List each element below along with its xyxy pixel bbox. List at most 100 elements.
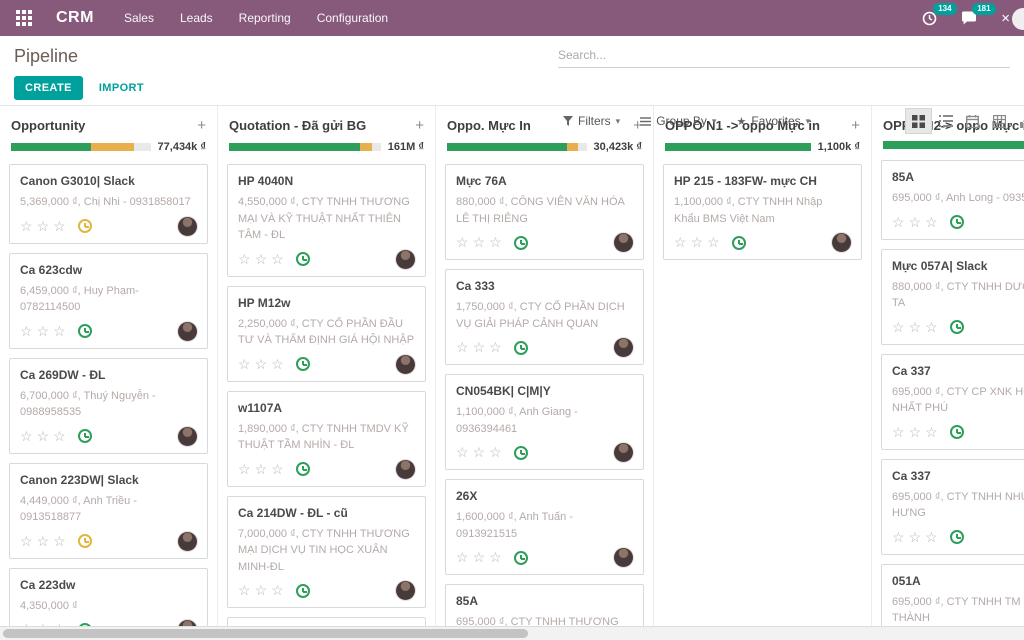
progress-green-segment[interactable] (665, 143, 811, 151)
avatar[interactable] (832, 233, 851, 252)
column-progressbar[interactable] (447, 143, 587, 151)
star-icon[interactable]: ☆ (925, 213, 942, 230)
progress-green-segment[interactable] (229, 143, 360, 151)
avatar[interactable] (178, 321, 197, 341)
avatar[interactable] (614, 338, 633, 357)
priority-stars[interactable]: ☆☆☆ (892, 319, 942, 336)
search-input[interactable] (558, 48, 1010, 62)
star-icon[interactable]: ☆ (925, 318, 942, 335)
activity-clock-icon[interactable] (949, 530, 964, 544)
priority-stars[interactable]: ☆☆☆ (892, 424, 942, 441)
avatar[interactable] (614, 443, 633, 462)
favorites-dropdown[interactable]: ★ Favorites ▾ (736, 114, 810, 128)
avatar[interactable] (178, 531, 197, 551)
add-record-plus-icon[interactable]: + (633, 117, 642, 134)
priority-stars[interactable]: ☆☆☆ (456, 444, 506, 461)
star-icon[interactable]: ☆ (892, 423, 909, 440)
activity-clock-icon[interactable] (513, 445, 528, 460)
opportunity-card[interactable]: HP M12w 2,250,000 ₫, CTY CỔ PHẦN ĐẦU TƯ … (227, 285, 426, 382)
opportunity-card[interactable]: Canon G3010| Slack 5,369,000 ₫, Chị Nhi … (9, 164, 208, 244)
progress-green-segment[interactable] (447, 143, 567, 151)
progress-green-segment[interactable] (11, 143, 91, 151)
opportunity-card[interactable]: Ca 333 1,750,000 ₫, CTY CỔ PHẦN DỊCH VỤ … (445, 269, 644, 365)
column-progressbar[interactable] (883, 141, 1024, 149)
star-icon[interactable]: ☆ (53, 427, 70, 444)
activity-clock-icon[interactable] (77, 219, 92, 233)
menu-item-leads[interactable]: Leads (179, 11, 213, 25)
activity-clock-icon[interactable] (77, 534, 92, 548)
filters-dropdown[interactable]: Filters ▾ (563, 114, 620, 128)
star-icon[interactable]: ☆ (53, 621, 70, 627)
activity-clock-icon[interactable] (731, 235, 746, 250)
priority-stars[interactable]: ☆☆☆ (238, 582, 288, 599)
avatar[interactable] (396, 249, 415, 269)
activity-clock-icon[interactable] (295, 357, 310, 371)
progress-orange-segment[interactable] (90, 143, 134, 151)
avatar[interactable] (396, 581, 415, 600)
opportunity-card[interactable]: HP 215 - 183FW- mực CH 1,100,000 ₫, CTY … (663, 164, 862, 260)
avatar[interactable] (396, 354, 415, 374)
opportunity-card[interactable]: w1107A 1,890,000 ₫, CTY TNHH TMDV KỸ THU… (227, 390, 426, 487)
activity-clock-icon[interactable] (77, 324, 92, 338)
star-icon[interactable]: ☆ (892, 213, 909, 230)
priority-stars[interactable]: ☆☆☆ (20, 323, 70, 340)
priority-stars[interactable]: ☆☆☆ (456, 234, 506, 251)
kanban-view-button[interactable] (905, 108, 932, 134)
star-icon[interactable]: ☆ (925, 528, 942, 545)
star-icon[interactable]: ☆ (53, 217, 70, 234)
create-button[interactable]: CREATE (14, 76, 83, 100)
star-icon[interactable]: ☆ (271, 355, 288, 372)
priority-stars[interactable]: ☆☆☆ (20, 218, 70, 235)
star-icon[interactable]: ☆ (20, 217, 37, 234)
priority-stars[interactable]: ☆☆☆ (892, 529, 942, 546)
app-title[interactable]: CRM (56, 9, 94, 26)
activity-clock-icon[interactable] (295, 462, 310, 476)
star-icon[interactable]: ☆ (238, 460, 255, 477)
star-icon[interactable]: ☆ (892, 528, 909, 545)
star-icon[interactable]: ☆ (238, 355, 255, 372)
priority-stars[interactable]: ☆☆☆ (20, 621, 70, 627)
star-icon[interactable]: ☆ (254, 582, 272, 598)
activity-clock-icon[interactable] (949, 425, 964, 439)
add-record-plus-icon[interactable]: + (415, 117, 424, 134)
star-icon[interactable]: ☆ (908, 213, 926, 230)
star-icon[interactable]: ☆ (36, 532, 54, 549)
opportunity-card[interactable]: Ca 337 695,000 ₫, CTY TNHH NHỰA HƯNG ☆☆☆ (881, 458, 1024, 555)
star-icon[interactable]: ☆ (908, 528, 926, 545)
menu-item-reporting[interactable]: Reporting (238, 11, 291, 25)
opportunity-card[interactable]: Ca 223dw 4,350,000 ₫ ☆☆☆ (9, 567, 208, 627)
star-icon[interactable]: ☆ (908, 423, 926, 440)
opportunity-card[interactable]: Canon 223DW| Slack 4,449,000 ₫, Anh Triề… (9, 462, 208, 559)
star-icon[interactable]: ☆ (925, 423, 942, 440)
activity-clock-icon[interactable] (295, 252, 310, 266)
opportunity-card[interactable]: HP 4040N 4,550,000 ₫, CTY TNHH THƯƠNG MẠ… (227, 164, 426, 277)
opportunity-card[interactable]: CN053|54|55:56 2,120,000 ₫, CTY CP DV TM… (227, 617, 426, 627)
activity-clock-icon[interactable] (949, 215, 964, 229)
opportunity-card[interactable]: Mực 76A 880,000 ₫, CÔNG VIÊN VĂN HÓA LÊ … (445, 164, 644, 260)
opportunity-card[interactable]: 85A 695,000 ₫, CTY TNHH THƯƠNG MẠI - DỊC… (445, 584, 644, 627)
user-avatar[interactable] (1012, 8, 1024, 30)
messages-button[interactable]: 181 (961, 2, 996, 26)
opportunity-card[interactable]: Mực 057A| Slack 880,000 ₫, CTY TNHH DƯỢC… (881, 248, 1024, 345)
opportunity-card[interactable]: Ca 269DW - ĐL 6,700,000 ₫, Thuý Nguyễn -… (9, 357, 208, 454)
star-icon[interactable]: ☆ (892, 318, 909, 335)
star-icon[interactable]: ☆ (20, 322, 37, 339)
opportunity-card[interactable]: 26X 1,600,000 ₫, Anh Tuấn - 0913921515 ☆… (445, 479, 644, 575)
star-icon[interactable]: ☆ (456, 444, 473, 460)
star-icon[interactable]: ☆ (707, 234, 724, 250)
avatar[interactable] (178, 426, 197, 446)
horizontal-scrollbar[interactable] (0, 626, 1024, 640)
avatar[interactable] (614, 548, 633, 567)
star-icon[interactable]: ☆ (489, 234, 506, 250)
star-icon[interactable]: ☆ (472, 549, 490, 565)
star-icon[interactable]: ☆ (489, 549, 506, 565)
star-icon[interactable]: ☆ (254, 355, 272, 372)
star-icon[interactable]: ☆ (472, 339, 490, 355)
star-icon[interactable]: ☆ (238, 250, 255, 267)
progress-green-segment[interactable] (883, 141, 1024, 149)
priority-stars[interactable]: ☆☆☆ (238, 251, 288, 268)
star-icon[interactable]: ☆ (456, 339, 473, 355)
menu-item-configuration[interactable]: Configuration (316, 11, 389, 25)
opportunity-card[interactable]: Ca 623cdw 6,459,000 ₫, Huy Phạm- 0782114… (9, 252, 208, 349)
import-button[interactable]: IMPORT (98, 82, 144, 94)
